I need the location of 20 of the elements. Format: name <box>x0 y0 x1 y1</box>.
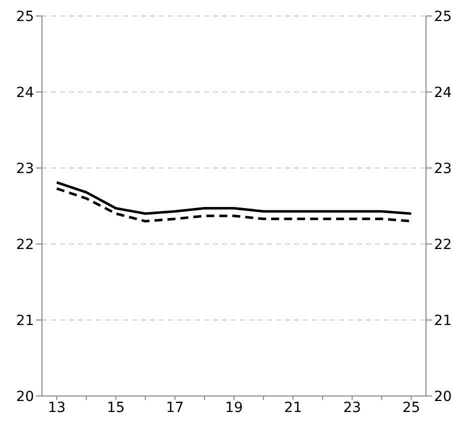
line-series <box>56 181 412 215</box>
x-tick-label: 19 <box>225 400 243 416</box>
y-tick-label: 24 <box>16 84 34 101</box>
x-tick-label: 25 <box>402 400 420 416</box>
y2-tick-label: 25 <box>434 8 452 25</box>
x-tick-label: 17 <box>166 400 184 416</box>
y-tick-label: 22 <box>16 236 34 253</box>
y2-tick-label: 24 <box>434 84 452 101</box>
y2-tick-label: 21 <box>434 312 452 329</box>
y-tick-label: 23 <box>16 160 34 177</box>
x-tick-label: 23 <box>343 400 362 416</box>
y2-tick-label: 23 <box>434 160 452 177</box>
y-tick-label: 20 <box>16 388 34 405</box>
x-tick-label: 13 <box>48 400 66 416</box>
y-tick-label: 21 <box>16 312 34 329</box>
x-tick-label: 15 <box>106 400 125 416</box>
y2-tick-label: 20 <box>434 388 452 405</box>
y2-tick-label: 22 <box>434 236 452 253</box>
y-tick-label: 25 <box>16 8 34 25</box>
x-tick-label: 21 <box>284 400 302 416</box>
